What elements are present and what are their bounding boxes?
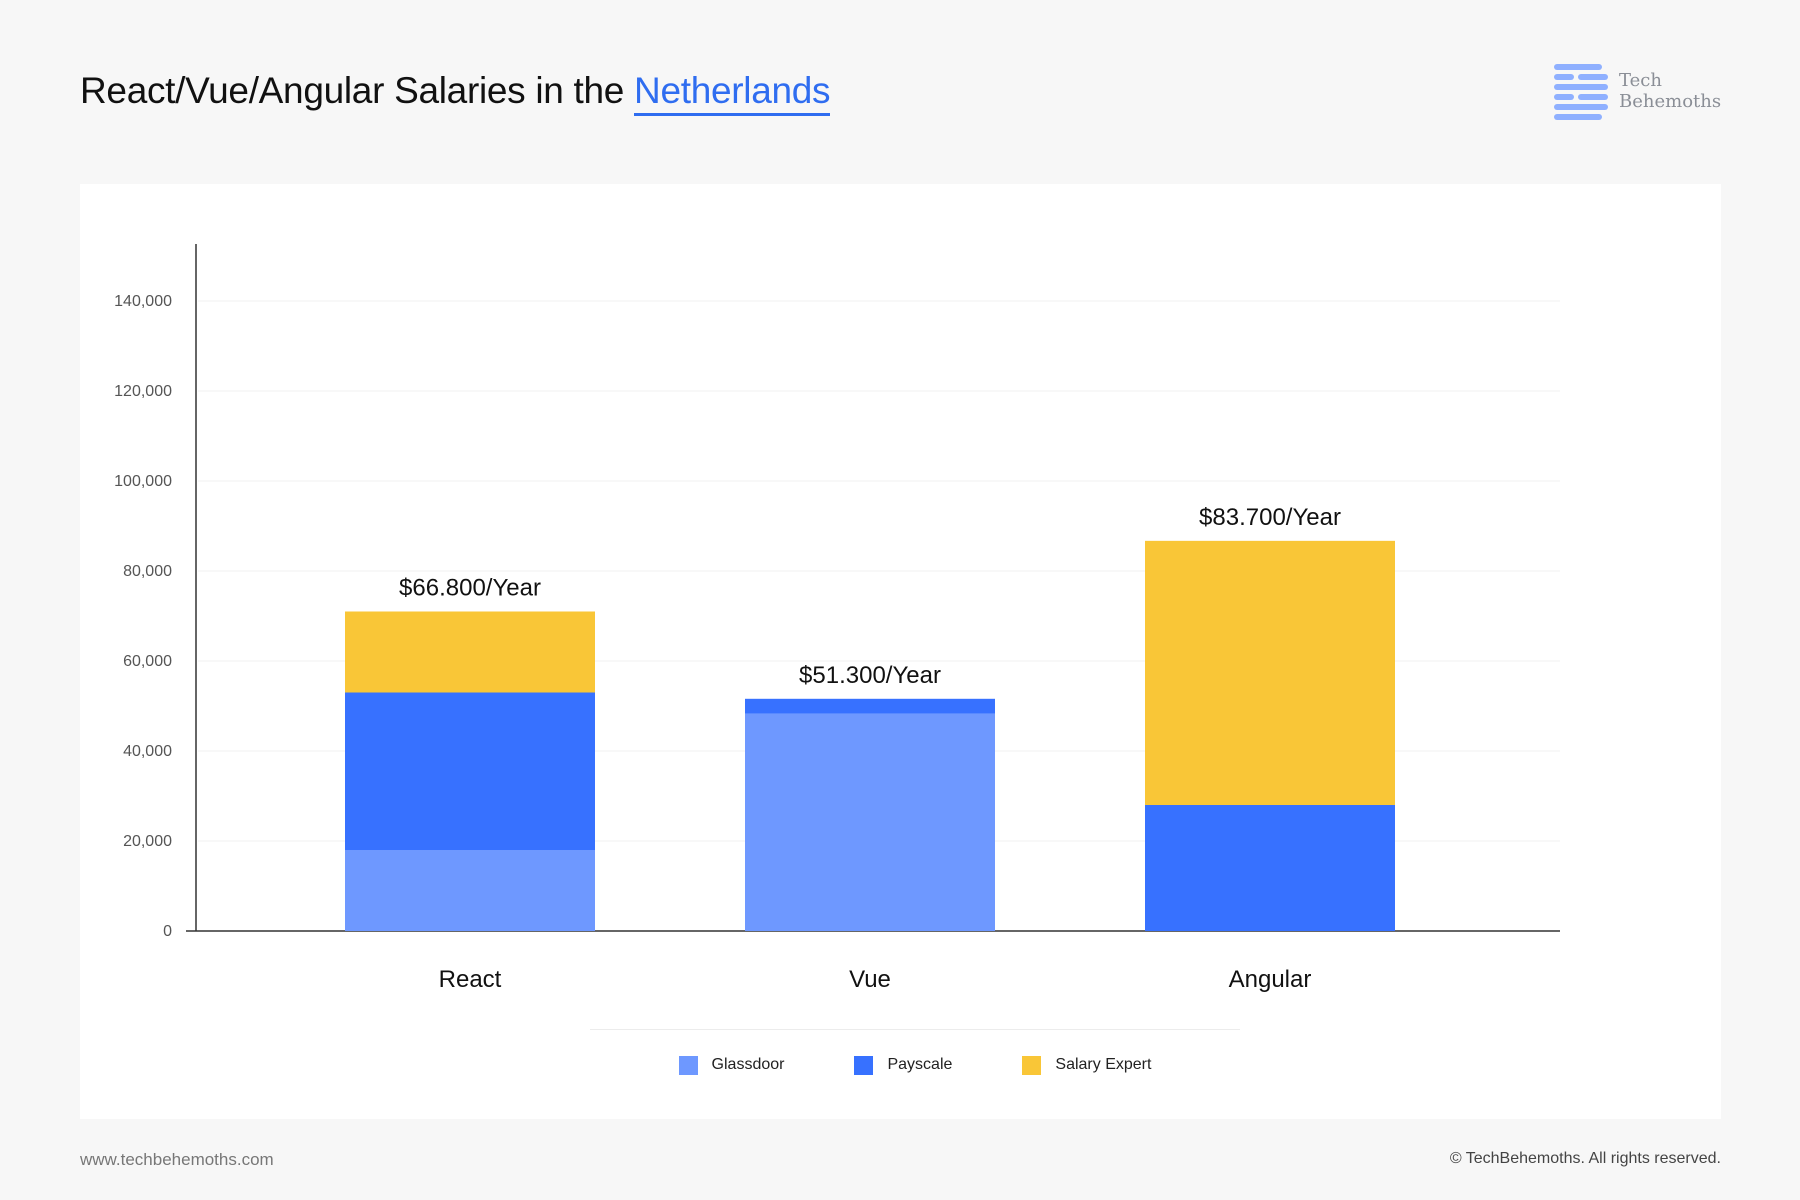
y-tick-label: 20,000 <box>123 833 172 850</box>
legend-swatch-glassdoor <box>678 1055 698 1075</box>
x-tick-label: React <box>439 966 502 993</box>
y-tick-label: 80,000 <box>123 563 172 580</box>
bar-payscale-angular <box>1145 805 1395 931</box>
bar-payscale-react <box>345 692 595 850</box>
logo-wordmark: Tech Behemoths <box>1619 70 1721 112</box>
legend-label-glassdoor: Glassdoor <box>711 1056 785 1073</box>
legend-label-payscale: Payscale <box>887 1056 953 1073</box>
bar-glassdoor-react <box>345 850 595 931</box>
y-tick-label: 60,000 <box>123 653 172 670</box>
title-highlight: Netherlands <box>634 70 831 116</box>
logo-line2: Behemoths <box>1619 91 1722 112</box>
legend-swatch-payscale <box>854 1055 874 1075</box>
bar-total-label: $51.300/Year <box>799 662 941 689</box>
y-tick-label: 140,000 <box>114 293 172 310</box>
y-tick-label: 100,000 <box>114 473 172 490</box>
y-tick-label: 40,000 <box>123 743 172 760</box>
legend-item-salary-expert[interactable]: Salary Expert <box>1022 1055 1152 1075</box>
legend-item-payscale[interactable]: Payscale <box>854 1055 953 1075</box>
bar-salary-expert-angular <box>1145 540 1395 805</box>
logo-line1: Tech <box>1619 70 1662 91</box>
bar-salary-expert-react <box>345 611 595 693</box>
footer-website[interactable]: www.techbehemoths.com <box>80 1150 274 1169</box>
y-tick-label: 0 <box>163 923 172 940</box>
stacked-bar-chart: 0 20,000 40,000 60,000 80,000 100,000 120,000 1… <box>114 244 1560 993</box>
bar-glassdoor-vue <box>745 713 995 931</box>
tech-behemoths-logo-icon <box>1554 64 1608 120</box>
bar-total-label: $83.700/Year <box>1199 504 1341 531</box>
chart-panel: 0 20,000 40,000 60,000 80,000 100,000 120,000 1… <box>80 184 1721 1119</box>
bar-payscale-vue <box>745 698 995 714</box>
chart-title: React/Vue/Angular Salaries in the Nether… <box>80 70 831 116</box>
footer-copyright: © TechBehemoths. All rights reserved. <box>1449 1150 1721 1167</box>
legend-item-glassdoor[interactable]: Glassdoor <box>678 1055 785 1075</box>
x-tick-label: Angular <box>1229 966 1312 993</box>
legend-swatch-salary-expert <box>1022 1055 1042 1075</box>
legend: Glassdoor Payscale Salary Expert <box>590 1029 1240 1100</box>
bar-total-label: $66.800/Year <box>399 575 541 602</box>
x-tick-label: Vue <box>849 966 891 993</box>
title-prefix: React/Vue/Angular Salaries in the <box>80 70 635 111</box>
y-tick-label: 120,000 <box>114 383 172 400</box>
legend-label-salary-expert: Salary Expert <box>1055 1056 1152 1073</box>
